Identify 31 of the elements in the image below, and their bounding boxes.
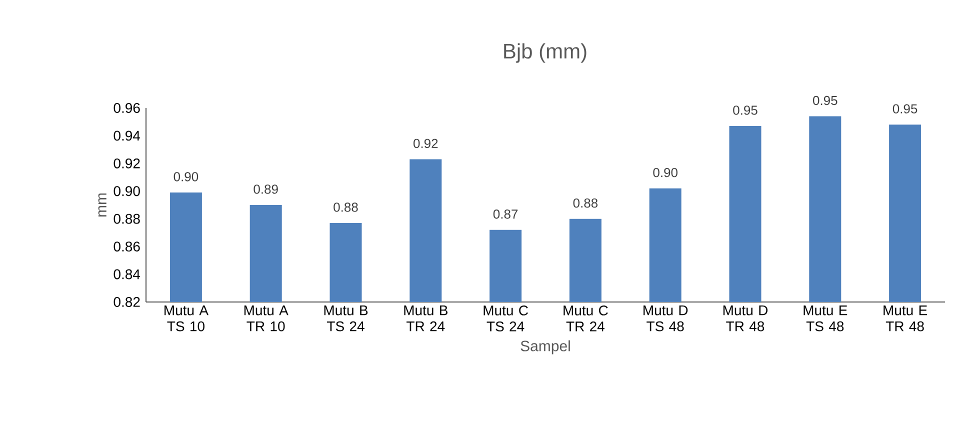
y-axis-title: mm	[98, 193, 106, 216]
data-label: 0.95	[733, 106, 758, 115]
text: 0.92	[114, 158, 140, 168]
x-tick-label: Mutu A TR 10	[244, 306, 288, 332]
text: 0.86	[114, 242, 140, 252]
text: 0.96	[114, 103, 140, 113]
data-label: 0.87	[493, 210, 518, 219]
x-tick-label: Mutu E TS 48	[804, 306, 848, 332]
x-tick-label: Mutu D TR 48	[723, 306, 768, 332]
data-label: 0.89	[254, 184, 278, 194]
text: 0.90	[114, 186, 140, 196]
x-tick-label: Mutu B TR 24	[404, 306, 448, 332]
chart-title: Bjb (mm)	[504, 43, 586, 63]
x-tick-label: Mutu C TR 24	[564, 306, 608, 332]
x-axis-title: Sampel	[520, 340, 570, 354]
data-label: 0.95	[892, 104, 918, 114]
data-label: 0.90	[653, 168, 678, 178]
text: 0.84	[114, 269, 140, 280]
text: 0.88	[114, 214, 140, 224]
text: 0.82	[114, 297, 140, 307]
data-label: 0.90	[174, 172, 198, 182]
x-tick-label: Mutu D TS 48	[644, 306, 688, 332]
x-tick-label: Mutu B TS 24	[324, 306, 368, 332]
x-tick-label: Mutu A TS 10	[164, 306, 208, 332]
data-label: 0.88	[334, 202, 358, 212]
data-label: 0.92	[414, 138, 438, 148]
text: 0.94	[114, 130, 140, 141]
data-label: 0.95	[812, 96, 838, 106]
x-tick-label: Mutu C TS 24	[484, 306, 528, 332]
data-label: 0.88	[573, 198, 598, 208]
x-tick-label: Mutu E TR 48	[884, 306, 927, 332]
